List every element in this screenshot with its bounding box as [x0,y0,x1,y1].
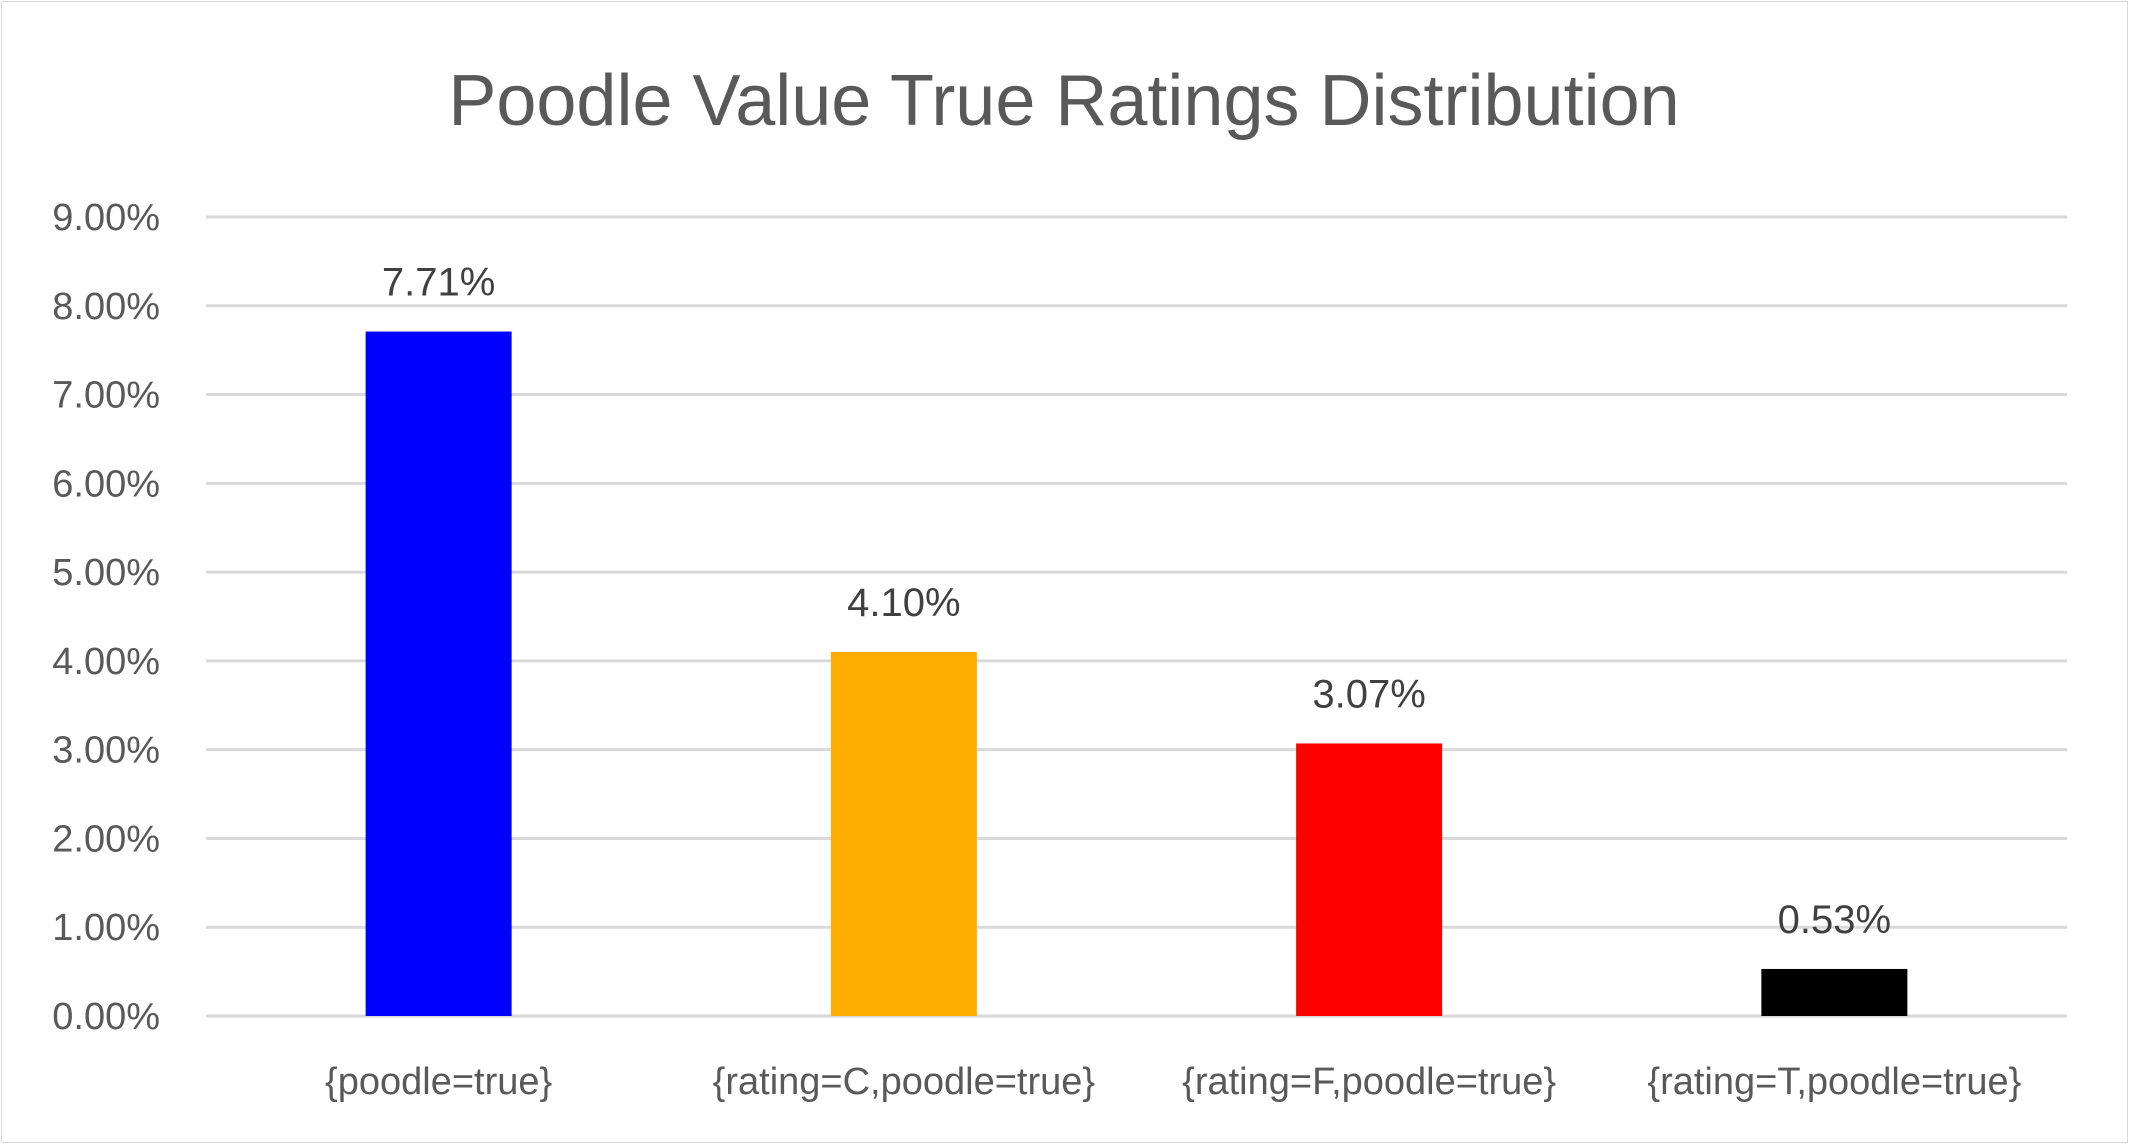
bar [830,652,977,1016]
data-labels: 7.71% 4.10% 3.07% 0.53% [382,261,1891,942]
y-tick-label: 9.00% [52,197,160,239]
y-axis-ticks: 0.00% 1.00% 2.00% 3.00% 4.00% 5.00% 6.00% 7.00%… [52,197,160,1038]
y-tick-label: 6.00% [52,463,160,505]
x-category-label: {rating=T,poodle=true} [1647,1061,2021,1103]
y-tick-label: 4.00% [52,641,160,683]
x-category-label: {poodle=true} [325,1061,552,1103]
gridlines [206,215,2067,1018]
y-tick-label: 8.00% [52,286,160,328]
data-label: 7.71% [382,261,495,305]
data-label: 4.10% [847,581,960,625]
y-tick-label: 3.00% [52,730,160,772]
y-tick-label: 1.00% [52,907,160,949]
x-category-label: {rating=C,poodle=true} [713,1061,1095,1103]
bar [1296,743,1443,1016]
y-tick-label: 0.00% [52,996,160,1038]
data-label: 3.07% [1312,672,1425,716]
y-tick-label: 7.00% [52,375,160,417]
y-tick-label: 5.00% [52,552,160,594]
x-axis-categories: {poodle=true} {rating=C,poodle=true} {rati… [325,1061,2021,1103]
chart-title: Poodle Value True Ratings Distribution [448,61,1679,141]
data-label: 0.53% [1778,898,1891,942]
y-tick-label: 2.00% [52,818,160,860]
bar [1761,968,1908,1016]
bar [365,331,512,1017]
x-category-label: {rating=F,poodle=true} [1182,1061,1556,1103]
bars [365,331,1908,1017]
